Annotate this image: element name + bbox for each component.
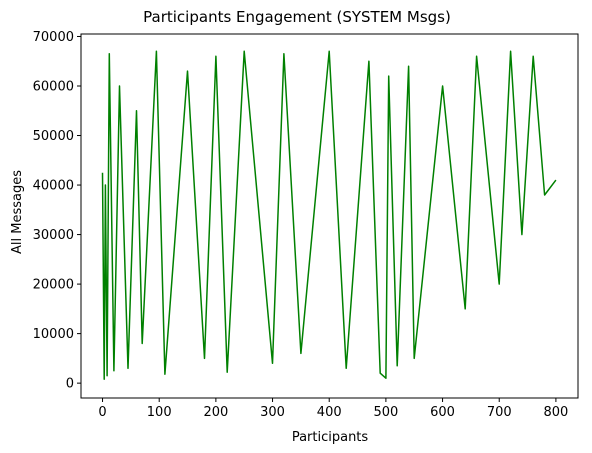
series-line xyxy=(101,50,557,380)
x-tick-label: 700 xyxy=(487,405,512,420)
y-tick-label: 40000 xyxy=(33,179,74,194)
y-tick-label: 70000 xyxy=(33,30,74,45)
y-tick-label: 60000 xyxy=(33,80,74,95)
x-tick-label: 400 xyxy=(317,405,342,420)
y-tick-label: 50000 xyxy=(33,129,74,144)
data-lines xyxy=(101,50,557,380)
x-tick-label: 200 xyxy=(203,405,228,420)
x-tick-label: 300 xyxy=(260,405,285,420)
x-tick-label: 0 xyxy=(98,405,106,420)
x-axis-ticks: 0 100 200 300 400 500 600 700 800 xyxy=(98,398,568,420)
y-axis-label: All Messages xyxy=(10,170,25,254)
x-tick-label: 800 xyxy=(543,405,568,420)
x-tick-label: 600 xyxy=(430,405,455,420)
y-tick-label: 20000 xyxy=(33,278,74,293)
x-axis-label: Participants xyxy=(292,430,369,445)
x-tick-label: 500 xyxy=(373,405,398,420)
y-tick-label: 30000 xyxy=(33,228,74,243)
y-axis-ticks: 0 10000 20000 30000 40000 50000 60000 70000 xyxy=(33,30,81,392)
chart-title: Participants Engagement (SYSTEM Msgs) xyxy=(143,8,451,26)
y-tick-label: 0 xyxy=(66,377,74,392)
y-tick-label: 10000 xyxy=(33,327,74,342)
x-tick-label: 100 xyxy=(147,405,172,420)
